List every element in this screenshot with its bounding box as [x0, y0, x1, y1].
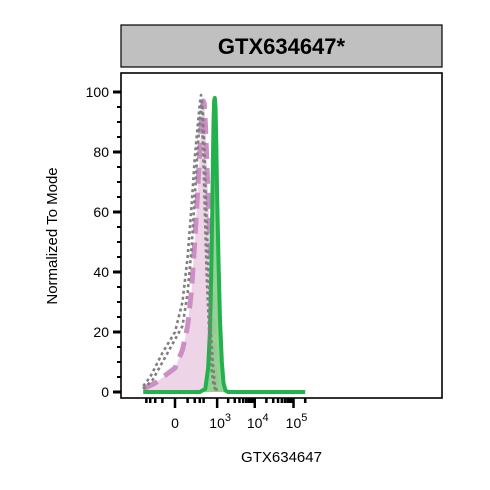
x-axis: 0 103 104 105 — [145, 398, 308, 431]
x-tick-base: 0 — [171, 415, 179, 431]
series-green-solid-area — [143, 98, 306, 392]
y-tick-label: 40 — [93, 264, 109, 280]
x-tick-label: 103 — [209, 412, 231, 431]
title-banner: GTX634647* — [120, 24, 443, 68]
x-tick-base: 10 — [209, 415, 225, 431]
y-tick-label: 60 — [93, 204, 109, 220]
y-tick-label: 100 — [86, 84, 110, 100]
x-tick-label: 0 — [171, 415, 179, 431]
title-banner-box — [120, 24, 443, 68]
chart-title: GTX634647* — [218, 34, 346, 59]
x-tick-exponent: 4 — [262, 412, 268, 424]
x-tick-label: 104 — [247, 412, 269, 431]
series-green-solid-line — [143, 96, 306, 394]
y-tick-label: 80 — [93, 144, 109, 160]
x-tick-label: 105 — [286, 412, 308, 431]
y-axis: 0 20 40 60 80 100 — [86, 84, 121, 400]
plot-frame — [120, 72, 443, 399]
series-group — [142, 93, 306, 394]
x-tick-exponent: 3 — [225, 412, 231, 424]
x-tick-base: 10 — [247, 415, 263, 431]
series-gray-dotted-outer-line — [142, 93, 218, 393]
y-tick-label: 0 — [101, 384, 109, 400]
y-axis-label: Normalized To Mode — [44, 167, 61, 304]
y-tick-label: 20 — [93, 324, 109, 340]
x-tick-base: 10 — [286, 415, 302, 431]
plot-area — [142, 93, 306, 394]
x-axis-label: GTX634647 — [241, 449, 322, 466]
x-tick-exponent: 5 — [301, 412, 307, 424]
